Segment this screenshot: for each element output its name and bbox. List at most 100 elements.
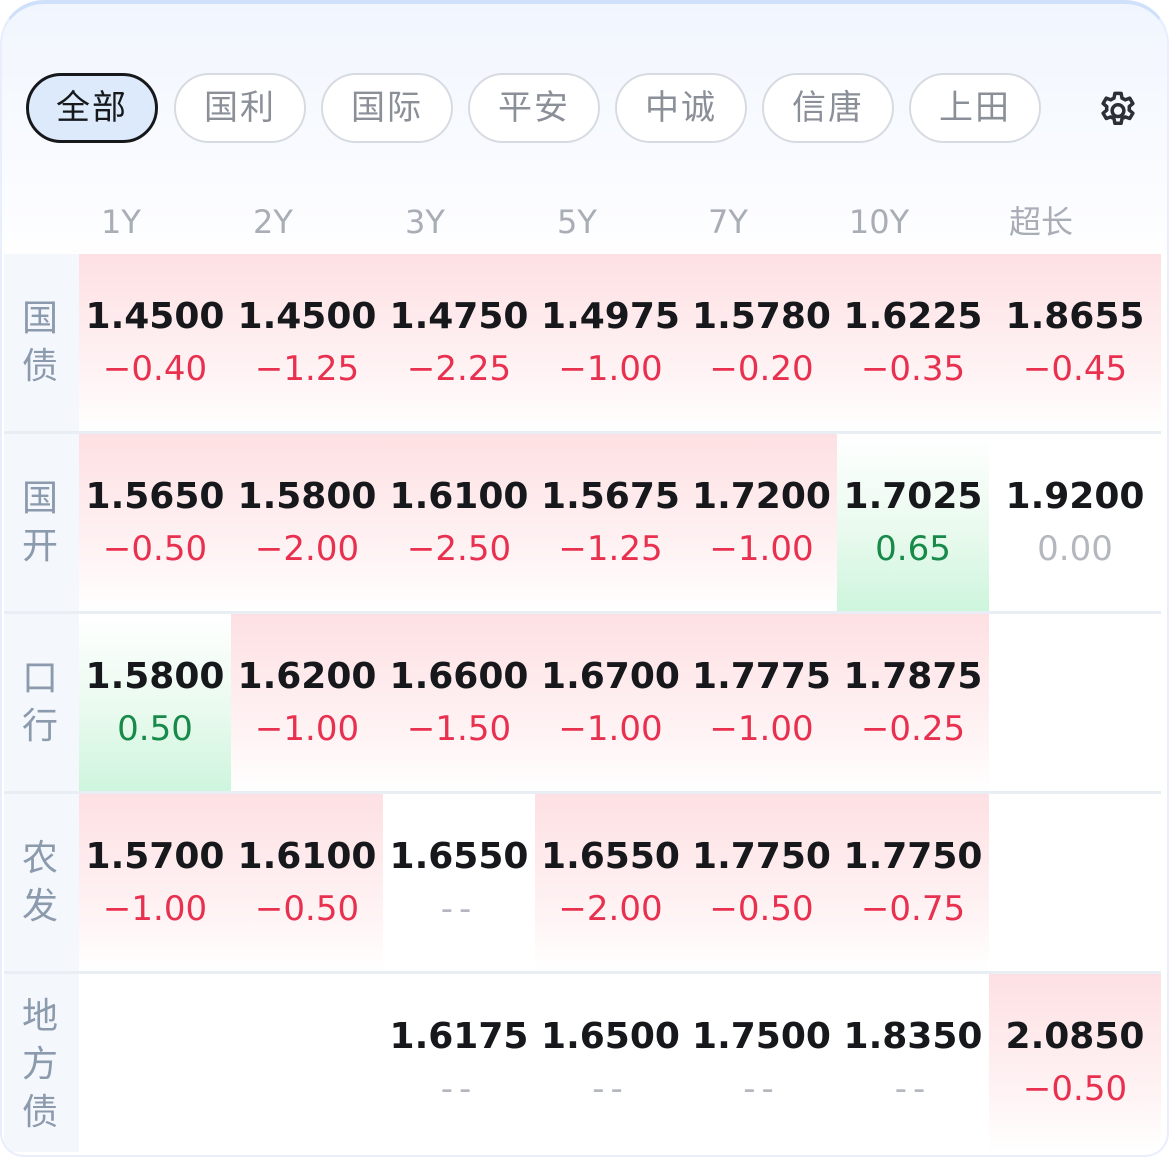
yield-cell[interactable]: 1.5650 −0.50 — [79, 434, 231, 612]
yield-cell[interactable]: 1.6600 −1.50 — [383, 614, 535, 792]
yield-cell[interactable]: 1.7200 −1.00 — [686, 434, 837, 612]
yield-change: -- — [592, 1069, 629, 1109]
yield-cell[interactable]: 1.4975 −1.00 — [535, 254, 686, 432]
row-label-char: 开 — [21, 526, 58, 567]
yield-cell[interactable]: 1.5675 −1.25 — [535, 434, 686, 612]
yield-cell[interactable]: 1.5780 −0.20 — [686, 254, 837, 432]
yield-value: 1.4500 — [85, 296, 225, 337]
yield-cell[interactable]: 1.6100 −2.50 — [383, 434, 535, 612]
yield-value: 1.7200 — [692, 476, 831, 517]
yield-cell[interactable]: 1.8350 -- — [837, 974, 989, 1152]
yield-cell[interactable]: 1.6550 -- — [383, 794, 535, 972]
yield-cell[interactable]: 1.6225 −0.35 — [837, 254, 989, 432]
yield-value: 1.6550 — [389, 836, 529, 877]
yield-cell[interactable]: 1.4500 −0.40 — [79, 254, 231, 432]
yield-change: −0.20 — [709, 349, 814, 389]
yield-cell[interactable]: 2.0850 −0.50 — [989, 974, 1161, 1152]
column-header: 超长 — [1008, 203, 1073, 241]
gear-icon[interactable] — [1095, 86, 1141, 132]
tab-all[interactable]: 全部 — [26, 73, 158, 143]
row-divider — [4, 611, 1161, 614]
yield-value: 1.5800 — [85, 656, 225, 697]
yield-change: −2.25 — [406, 349, 512, 389]
row-label-char: 口 — [21, 658, 58, 699]
issuer-tab-bar: 全部 国利 国际 平安 中诚 信唐 上田 — [26, 73, 1056, 143]
yield-value: 2.0850 — [1005, 1016, 1145, 1057]
yield-change: -- — [743, 1069, 780, 1109]
yield-cell[interactable]: 1.6100 −0.50 — [231, 794, 383, 972]
yield-cell[interactable]: 1.6550 −2.00 — [535, 794, 686, 972]
yield-change: −0.50 — [1022, 1069, 1128, 1109]
yield-change: −1.25 — [254, 349, 360, 389]
column-header: 7Y — [708, 203, 748, 241]
yield-change: −2.50 — [406, 529, 512, 569]
yield-value: 1.6500 — [541, 1016, 680, 1057]
yield-cell[interactable]: 1.4750 −2.25 — [383, 254, 535, 432]
tab-pingan[interactable]: 平安 — [468, 73, 600, 143]
row-label: 国开 — [10, 475, 70, 571]
yield-cell[interactable]: 1.6175 -- — [383, 974, 535, 1152]
yield-cell[interactable]: 1.7875 −0.25 — [837, 614, 989, 792]
yield-value: 1.6100 — [237, 836, 377, 877]
yield-value: 1.9200 — [1005, 476, 1145, 517]
yield-cell[interactable]: 1.7775 −1.00 — [686, 614, 837, 792]
column-header: 10Y — [848, 203, 910, 241]
yield-value: 1.7775 — [692, 656, 831, 697]
column-header: 5Y — [557, 203, 597, 241]
tab-guoji[interactable]: 国际 — [321, 73, 453, 143]
yield-cell[interactable]: 1.5800 0.50 — [79, 614, 231, 792]
yield-cell[interactable]: 1.7025 0.65 — [837, 434, 989, 612]
row-label-char: 发 — [21, 886, 58, 927]
row-label-background — [4, 434, 79, 612]
yield-value: 1.6175 — [389, 1016, 529, 1057]
yield-change: −0.25 — [860, 709, 966, 749]
yield-change: −0.45 — [1022, 349, 1128, 389]
row-label-char: 国 — [21, 478, 58, 519]
row-label-background — [4, 794, 79, 972]
row-label-char: 农 — [21, 838, 58, 879]
yield-cell[interactable]: 1.6500 -- — [535, 974, 686, 1152]
tab-shangtian[interactable]: 上田 — [909, 73, 1041, 143]
yield-value: 1.5650 — [85, 476, 225, 517]
row-divider — [4, 431, 1161, 434]
row-label-char: 国 — [21, 298, 58, 339]
yield-value: 1.8350 — [843, 1016, 983, 1057]
yield-value: 1.6700 — [541, 656, 680, 697]
yield-cell[interactable]: 1.6700 −1.00 — [535, 614, 686, 792]
yield-cell[interactable]: 1.7500 -- — [686, 974, 837, 1152]
yield-cell[interactable]: 1.6200 −1.00 — [231, 614, 383, 792]
yield-change: −0.40 — [102, 349, 208, 389]
yield-cell[interactable]: 1.7750 −0.75 — [837, 794, 989, 972]
row-label-background — [4, 614, 79, 792]
yield-change: 0.65 — [875, 529, 951, 569]
yield-change: −1.00 — [558, 349, 663, 389]
yield-change: −0.35 — [860, 349, 966, 389]
yield-value: 1.6550 — [541, 836, 680, 877]
tab-guoli[interactable]: 国利 — [174, 73, 306, 143]
yield-value: 1.7025 — [843, 476, 983, 517]
yield-cell[interactable]: 1.4500 −1.25 — [231, 254, 383, 432]
yield-value: 1.8655 — [1005, 296, 1145, 337]
yield-change: −1.50 — [406, 709, 512, 749]
yield-cell[interactable]: 1.9200 0.00 — [989, 434, 1161, 612]
row-label-background — [4, 254, 79, 432]
row-label: 口行 — [10, 655, 70, 751]
yield-value: 1.4750 — [389, 296, 529, 337]
yield-cell[interactable]: 1.8655 −0.45 — [989, 254, 1161, 432]
yield-cell[interactable]: 1.5700 −1.00 — [79, 794, 231, 972]
tab-zhongcheng[interactable]: 中诚 — [615, 73, 747, 143]
row-label-background — [4, 974, 79, 1152]
yield-change: -- — [440, 1069, 478, 1109]
yield-value: 1.5780 — [692, 296, 831, 337]
yield-value: 1.7875 — [843, 656, 983, 697]
yield-value: 1.6200 — [237, 656, 377, 697]
yield-change: −1.25 — [558, 529, 663, 569]
yield-cell[interactable]: 1.7750 −0.50 — [686, 794, 837, 972]
row-label-char: 方 — [21, 1044, 58, 1085]
yield-value: 1.4975 — [541, 296, 680, 337]
column-header: 1Y — [101, 203, 141, 241]
tab-xintang[interactable]: 信唐 — [762, 73, 894, 143]
yield-cell[interactable]: 1.5800 −2.00 — [231, 434, 383, 612]
yield-value: 1.7500 — [692, 1016, 831, 1057]
